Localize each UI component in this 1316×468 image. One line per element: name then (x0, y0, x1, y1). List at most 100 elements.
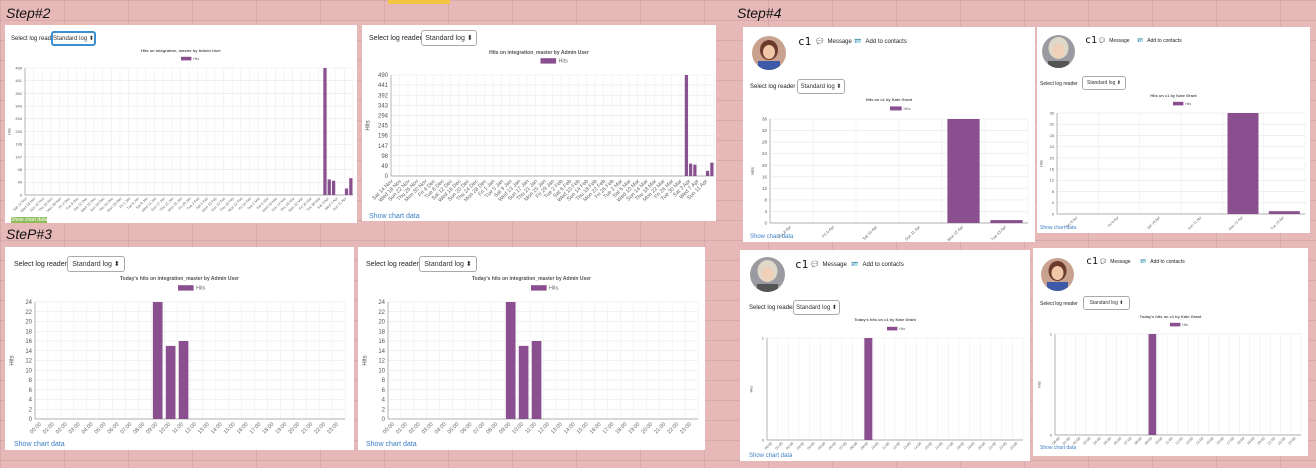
show-chart-data-link[interactable]: Show chart data (1040, 225, 1077, 231)
log-reader-select[interactable]: Standard log ⬍ (793, 300, 840, 315)
select-caret-icon: ⬍ (113, 261, 120, 268)
bar[interactable] (1268, 211, 1300, 214)
x-tick-label: 15:00 (223, 422, 237, 436)
message-button[interactable]: 💬 Message (1099, 38, 1130, 44)
log-reader-select[interactable]: Standard log ⬍ (51, 31, 96, 46)
bar[interactable] (1148, 334, 1157, 435)
show-chart-data-link[interactable]: Show chart data (369, 213, 420, 220)
y-tick-label: 245 (15, 129, 22, 134)
x-tick-label: 03:00 (68, 422, 82, 436)
add-to-contacts-button[interactable]: 🪪 Add to contacts (1137, 38, 1182, 44)
x-tick-label: 17:00 (945, 441, 954, 450)
log-reader-select[interactable]: Standard log ⬍ (419, 256, 477, 272)
legend-label: Hits (899, 327, 905, 331)
show-chart-data-link[interactable]: Show chart data (1040, 445, 1077, 451)
bar[interactable] (684, 75, 688, 176)
message-button[interactable]: 💬 Message (811, 261, 847, 269)
bar[interactable] (1227, 113, 1259, 214)
y-tick-label: 343 (378, 103, 389, 109)
y-tick-label: 2 (382, 407, 386, 413)
x-tick-label: 21:00 (300, 422, 314, 436)
bar[interactable] (323, 68, 327, 195)
show-chart-data-link[interactable]: Show chart data (14, 441, 65, 448)
log-reader-select-value: Standard log (1087, 80, 1116, 86)
x-tick-label: 02:00 (785, 441, 794, 450)
bar[interactable] (706, 170, 710, 176)
avatar[interactable] (1041, 258, 1074, 291)
bar[interactable] (990, 220, 1023, 223)
show-chart-data-link[interactable]: Show chart data (750, 234, 794, 240)
bar[interactable] (178, 341, 189, 419)
x-tick-label: 13:00 (550, 422, 564, 436)
log-reader-select[interactable]: Standard log ⬍ (421, 30, 477, 46)
add-to-contacts-label: Add to contacts (862, 261, 904, 268)
y-tick-label: 18 (378, 329, 385, 335)
legend-label: Hits (904, 106, 911, 111)
add-to-contacts-button[interactable]: 🪪 Add to contacts (851, 261, 904, 269)
bar[interactable] (518, 345, 529, 419)
bar[interactable] (689, 163, 693, 176)
bar[interactable] (152, 302, 163, 419)
x-tick-label: 13:00 (903, 441, 912, 450)
bar[interactable] (693, 164, 697, 176)
message-button[interactable]: 💬 Message (816, 38, 852, 46)
hits-chart: Hits 0 1 00:00 01:00 02:00 03:00 04:00 05:00 06:0… (749, 326, 1024, 451)
select-log-reader-label: Select log reader (749, 305, 795, 311)
show-chart-data-link[interactable]: Show chart data (366, 441, 417, 448)
show-chart-data-link[interactable]: Show chart data (749, 453, 793, 459)
x-tick-label: 10:00 (871, 441, 880, 450)
address-card-icon: 🪪 (854, 39, 862, 45)
x-tick-label: 22:00 (999, 441, 1008, 450)
x-tick-label: 03:00 (1082, 436, 1091, 445)
x-tick-label: 16:00 (935, 441, 944, 450)
x-tick-label: 00:00 (382, 422, 396, 436)
selected-spreadsheet-cell[interactable] (388, 0, 450, 4)
avatar[interactable] (750, 257, 785, 292)
bar[interactable] (864, 338, 873, 440)
log-reader-select[interactable]: Standard log ⬍ (797, 79, 845, 94)
log-reader-select-value: Standard log (1089, 300, 1118, 306)
add-to-contacts-button[interactable]: 🪪 Add to contacts (854, 38, 907, 46)
x-tick-label: 19:00 (628, 422, 642, 436)
x-tick-label: 18:00 (1236, 436, 1245, 445)
x-tick-label: 22:00 (666, 422, 680, 436)
speech-bubble-icon: 💬 (816, 39, 824, 45)
message-button[interactable]: 💬 Message (1100, 259, 1131, 265)
bar[interactable] (349, 178, 353, 195)
add-to-contacts-button[interactable]: 🪪 Add to contacts (1140, 259, 1185, 265)
avatar[interactable] (752, 36, 786, 70)
x-tick-label: 15:00 (924, 441, 933, 450)
y-tick-label: 441 (15, 78, 22, 83)
message-label: Message (827, 38, 852, 45)
x-tick-label: 06:00 (1113, 436, 1122, 445)
log-reader-select[interactable]: Standard log ⬍ (67, 256, 125, 272)
y-tick-label: 4 (764, 209, 767, 214)
x-tick-label: 09:00 (1144, 436, 1153, 445)
bar[interactable] (710, 162, 714, 176)
log-reader-select[interactable]: Standard log ⬍ (1083, 296, 1130, 310)
avatar-image (1042, 35, 1075, 68)
bar[interactable] (531, 341, 542, 419)
y-tick-label: 28 (762, 140, 768, 145)
user-name: c1 (1086, 256, 1099, 267)
y-tick-label: 0 (762, 437, 765, 442)
chart-panel-step4-d: c1 💬 Message 🪪 Add to contacts Select log … (1033, 248, 1308, 456)
bar[interactable] (331, 180, 336, 195)
show-chart-data-link[interactable]: Show chart data (11, 217, 48, 223)
select-caret-icon: ⬍ (836, 84, 842, 90)
x-tick-label: Fri 9 Apr (1107, 215, 1120, 228)
log-reader-select[interactable]: Standard log ⬍ (1082, 76, 1126, 90)
select-caret-icon: ⬍ (88, 36, 94, 42)
avatar[interactable] (1042, 35, 1075, 68)
y-tick-label: 147 (15, 154, 22, 159)
bar[interactable] (505, 302, 516, 419)
y-axis-title: Hits (1039, 160, 1044, 167)
bar[interactable] (947, 119, 980, 223)
bar[interactable] (344, 188, 349, 195)
bar[interactable] (327, 179, 331, 195)
avatar-image (1041, 258, 1074, 291)
y-axis-title: Hits (362, 355, 368, 365)
bar[interactable] (165, 345, 176, 419)
x-tick-label: Mon 12 Apr (1228, 215, 1244, 231)
